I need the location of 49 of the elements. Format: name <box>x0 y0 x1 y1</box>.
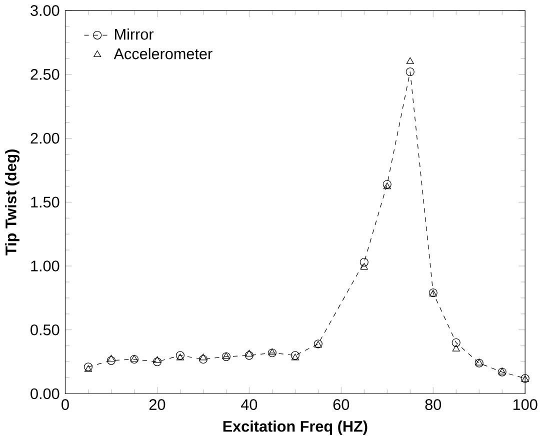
point <box>107 354 115 362</box>
y-axis-title: Tip Twist (deg) <box>5 150 20 256</box>
legend-label: Accelerometer <box>114 48 212 60</box>
point <box>222 352 230 360</box>
point <box>153 356 161 363</box>
point <box>84 365 92 372</box>
point <box>475 358 483 366</box>
point <box>360 258 368 267</box>
y-tick-label: 3.00 <box>30 5 60 16</box>
point <box>268 348 276 358</box>
y-tick-label: 2.50 <box>30 69 60 80</box>
point <box>406 57 414 64</box>
point <box>244 351 254 360</box>
point <box>222 352 230 362</box>
point <box>474 358 484 368</box>
legend-label: Mirror <box>115 28 154 40</box>
point <box>176 354 184 360</box>
point <box>291 354 299 360</box>
y-tick-label: 0.50 <box>30 324 60 336</box>
point <box>84 362 93 372</box>
x-tick-label: 100 <box>514 399 538 410</box>
point <box>498 368 506 376</box>
x-tick-label: 40 <box>241 399 258 410</box>
point <box>152 358 162 366</box>
x-tick-label: 20 <box>149 399 166 410</box>
point <box>498 368 506 374</box>
point <box>176 351 184 360</box>
point <box>106 356 116 365</box>
x-tick-label: 0 <box>62 399 69 410</box>
point <box>130 354 139 364</box>
x-tick-label: 60 <box>333 399 350 410</box>
point <box>452 344 460 352</box>
x-axis-title: Excitation Freq (HZ) <box>223 420 368 435</box>
x-tick-label: 80 <box>425 399 442 410</box>
point <box>382 180 392 189</box>
point <box>290 351 300 360</box>
point <box>130 354 138 362</box>
point <box>268 348 276 356</box>
point <box>360 263 368 270</box>
point <box>383 182 391 190</box>
y-tick-label: 0.00 <box>30 388 60 400</box>
y-tick-label: 1.50 <box>31 196 60 208</box>
y-tick-label: 1.00 <box>31 260 60 272</box>
point <box>199 354 207 360</box>
point <box>198 354 208 364</box>
point <box>406 68 414 76</box>
point <box>245 350 253 356</box>
y-tick-label: 2.00 <box>30 132 60 144</box>
point <box>452 338 460 347</box>
